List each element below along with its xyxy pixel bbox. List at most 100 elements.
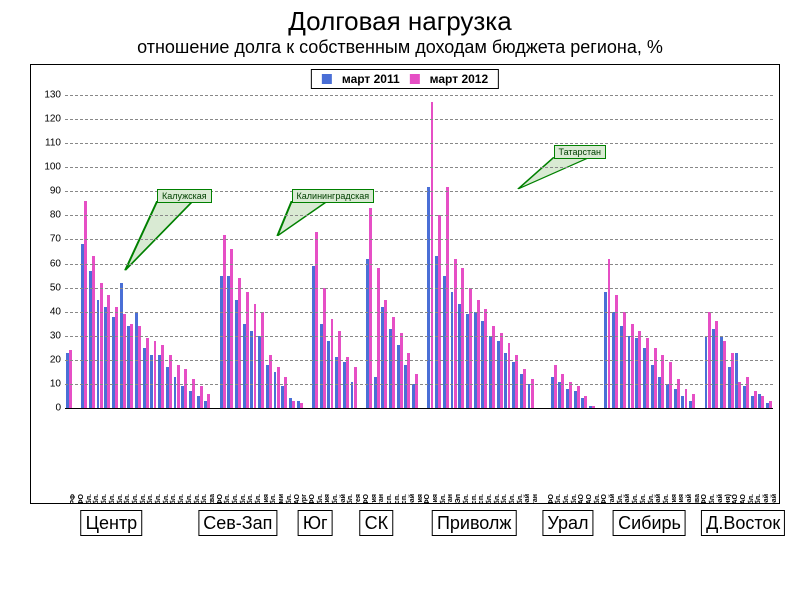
- bar-series2: [577, 386, 580, 408]
- bar-series2: [523, 369, 526, 408]
- x-tick-label: респ. Башкортостан: [532, 494, 539, 504]
- x-tick-label: Новосибирская обл.: [632, 494, 639, 504]
- y-tick-label: 10: [35, 378, 61, 389]
- y-tick-label: 60: [35, 258, 61, 269]
- bar-series2: [269, 355, 272, 408]
- x-tick-label: Архангельская обл.: [240, 494, 247, 504]
- x-tick-label: респ. Саха(Якутия): [725, 494, 732, 504]
- bar-series2: [207, 394, 210, 408]
- x-tick-label: Нижегородская обл.: [486, 494, 493, 504]
- y-tick-label: 30: [35, 330, 61, 341]
- x-tick-label: Калининградск. обл.: [224, 494, 231, 504]
- x-tick-label: Пермский край: [524, 494, 531, 504]
- region-group-label: Д.Восток: [701, 510, 785, 536]
- bar-series2: [246, 292, 249, 408]
- region-group-label: Сибирь: [613, 510, 686, 536]
- callout-box: Татарстан: [554, 145, 606, 159]
- bar-series2: [500, 333, 503, 408]
- x-tick-label: Каб.-Балкарская респ.: [394, 494, 401, 504]
- x-tick-label: ЮФО: [309, 494, 316, 504]
- bar-series2: [354, 367, 357, 408]
- bar-series2: [638, 331, 641, 408]
- grid-line: [65, 384, 773, 385]
- x-tick-label: Алтайский край: [686, 494, 693, 504]
- x-tick-label: Ивановская обл.: [186, 494, 193, 504]
- bar-series2: [761, 396, 764, 408]
- bars-layer: [65, 95, 773, 408]
- x-tick-label: Калужская обл.: [93, 494, 100, 504]
- x-tick-label: Кировская обл.: [501, 494, 508, 504]
- x-tick-label: Тверская обл.: [109, 494, 116, 504]
- x-tick-label: СФО: [601, 494, 608, 504]
- x-tick-label: респ. Хакасия: [678, 494, 685, 504]
- x-tick-label: респ. Калмыкия: [324, 494, 331, 504]
- x-tick-label: Ханты-Манс.АО: [586, 494, 593, 504]
- bar-series2: [369, 208, 372, 408]
- x-tick-label: Ленинградская обл.: [270, 494, 277, 504]
- x-tick-label: Орловская обл.: [201, 494, 208, 504]
- x-tick-label: респ. Коми: [278, 494, 285, 504]
- x-tick-label: ЦФО: [78, 494, 85, 504]
- bar-series2: [515, 355, 518, 408]
- bar-series2: [654, 348, 657, 408]
- bar-series2: [184, 369, 187, 408]
- bar-series2: [492, 326, 495, 408]
- bar-series2: [238, 278, 241, 408]
- bar-series2: [338, 331, 341, 408]
- bar-series2: [669, 362, 672, 408]
- bar-series2: [685, 389, 688, 408]
- bar-series2: [569, 382, 572, 408]
- x-tick-label: Ямало-АО: [578, 494, 585, 504]
- y-tick-label: 120: [35, 114, 61, 125]
- bar-series2: [284, 377, 287, 408]
- title-sub: отношение долга к собственным доходам бю…: [0, 37, 800, 58]
- bar-series2: [661, 355, 664, 408]
- bar-series2: [138, 326, 141, 408]
- x-tick-label: Чеченская респ.: [386, 494, 393, 504]
- region-group-labels: ЦентрСев-ЗапЮгСКПриволжУралСибирьД.Восто…: [30, 510, 780, 540]
- bar-series2: [738, 382, 741, 408]
- x-tick-label: Псковская обл.: [255, 494, 262, 504]
- bar-series2: [392, 317, 395, 408]
- grid-line: [65, 264, 773, 265]
- bar-series2: [154, 341, 157, 408]
- bar-series2: [161, 345, 164, 408]
- x-tick-label: СКФО: [363, 494, 370, 504]
- bar-series2: [454, 259, 457, 408]
- x-tick-label: Курганская обл.: [571, 494, 578, 504]
- grid-line: [65, 288, 773, 289]
- bar-series2: [477, 300, 480, 408]
- bar-series2: [169, 355, 172, 408]
- x-tick-label: Пензенская обл.: [463, 494, 470, 504]
- bar-series2: [123, 314, 126, 408]
- legend-swatch-1: [322, 74, 332, 84]
- bar-series2: [223, 235, 226, 408]
- x-tick-label: респ. Дагестан: [378, 494, 385, 504]
- bar-series2: [646, 338, 649, 408]
- y-tick-label: 50: [35, 282, 61, 293]
- bar-series2: [754, 391, 757, 408]
- y-tick-label: 40: [35, 306, 61, 317]
- bar-series2: [407, 353, 410, 408]
- x-tick-label: респ. Татарстан: [447, 494, 454, 504]
- x-tick-label: С.-Петербург: [301, 494, 308, 504]
- legend-label-1: март 2011: [342, 72, 400, 86]
- x-tick-label: Волгоградская обл.: [332, 494, 339, 504]
- region-group-label: СК: [360, 510, 393, 536]
- y-tick-label: 100: [35, 162, 61, 173]
- grid-line: [65, 239, 773, 240]
- x-tick-label: ДВФО: [701, 494, 708, 504]
- callout-box: Калининградская: [292, 189, 375, 203]
- bar-series2: [92, 256, 95, 408]
- legend-swatch-2: [410, 74, 420, 84]
- y-tick-label: 80: [35, 210, 61, 221]
- bar-series2: [84, 201, 87, 408]
- legend-label-2: март 2012: [430, 72, 488, 86]
- x-tick-label: Самарская обл.: [494, 494, 501, 504]
- x-tick-label: Удмуртская респ.: [471, 494, 478, 504]
- bar-series2: [277, 367, 280, 408]
- x-tick-label: Приморский край: [771, 494, 778, 504]
- x-tick-label: Красноярский край: [655, 494, 662, 504]
- x-tick-label: респ. Мордовия: [432, 494, 439, 504]
- bar-series2: [508, 343, 511, 408]
